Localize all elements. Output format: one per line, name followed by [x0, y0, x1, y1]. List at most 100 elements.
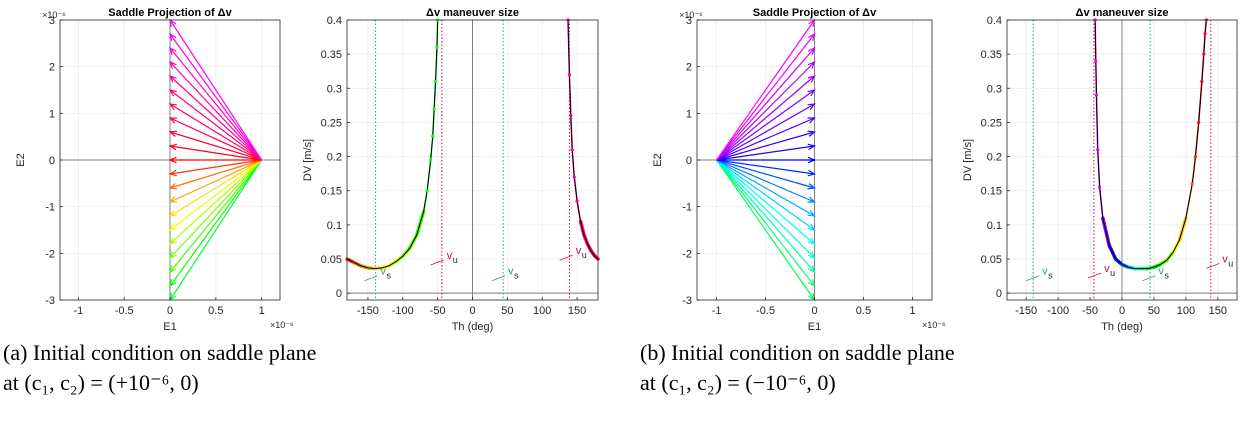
quiver-arrowhead [807, 210, 816, 217]
y-tick-label: 0.25 [981, 117, 1002, 129]
quiver-arrow [716, 89, 815, 161]
annotation-arrow [1087, 272, 1102, 279]
quiver-arrowhead [807, 103, 816, 110]
quiver-arrow [716, 33, 815, 161]
quiver-arrow [169, 159, 262, 217]
quiver-arrow [169, 159, 262, 203]
y-tick-label: 0.05 [981, 254, 1002, 266]
caption-a: (a) Initial condition on saddle plane at… [3, 338, 316, 398]
dv-curve [346, 19, 439, 270]
y-tick-label: 0.1 [987, 220, 1002, 232]
caption-a-line2: at (c₁, c₂) = (+10⁻⁶, 0) [3, 370, 199, 395]
quiver-arrowhead [168, 130, 178, 137]
chart-title: Saddle Projection of Δv [108, 7, 232, 19]
annotation-subscript: s [386, 271, 391, 281]
dv-point [1202, 52, 1206, 56]
quiver-arrow [169, 159, 262, 175]
annotation-label: v [1158, 266, 1164, 278]
quiver-arrowhead [807, 130, 816, 137]
y-tick-label: 0.3 [987, 83, 1002, 95]
x-tick-label: 150 [1209, 305, 1227, 317]
dv-point [1096, 148, 1100, 152]
annotation-label: v [447, 250, 453, 262]
x-tick-label: 100 [533, 305, 551, 317]
y-axis-label: DV [m/s] [962, 139, 974, 181]
dv-point [1193, 154, 1198, 159]
x-exponent-label: ×10⁻⁶ [922, 320, 946, 330]
y-axis-label: E2 [652, 153, 664, 166]
y-tick-label: 0 [996, 288, 1002, 300]
quiver-arrowhead [168, 117, 178, 124]
quiver-arrowhead [169, 46, 177, 55]
quiver-arrow [716, 159, 815, 273]
quiver-arrow [169, 159, 263, 287]
annotation-arrow [1025, 275, 1040, 282]
annotation-arrow [1206, 263, 1220, 269]
chart-title: Δv maneuver size [1076, 7, 1169, 19]
x-tick-label: 1 [259, 305, 265, 317]
x-tick-label: -50 [1082, 305, 1098, 317]
quiver-arrow [169, 33, 263, 161]
y-tick-label: -1 [682, 202, 692, 214]
x-axis-label: E1 [808, 321, 821, 333]
annotation-subscript: s [1164, 271, 1169, 281]
quiver-arrowhead [807, 46, 816, 55]
y-exponent-label: ×10⁻⁶ [679, 10, 703, 20]
y-tick-label: 1 [49, 108, 55, 120]
dv-point [431, 134, 435, 138]
quiver-arrow [169, 159, 262, 189]
quiver-arrowhead [168, 251, 177, 260]
quiver-arrowhead [807, 74, 816, 83]
x-axis-label: Th (deg) [452, 321, 494, 333]
quiver-arrow [169, 159, 263, 259]
annotation-subscript: u [582, 250, 587, 260]
quiver-arrowhead [168, 223, 177, 231]
quiver-arrowhead [807, 223, 816, 231]
y-tick-label: 1 [686, 108, 692, 120]
y-tick-label: 0.05 [321, 254, 342, 266]
annotation-label: v [508, 266, 514, 278]
dv-point [1190, 182, 1194, 186]
chart-title: Saddle Projection of Δv [753, 7, 877, 19]
quiver-arrow [169, 145, 262, 161]
quiver-arrow [716, 131, 815, 161]
quiver-arrowhead [169, 265, 177, 274]
caption-a-line1: (a) Initial condition on saddle plane [3, 340, 317, 365]
dv-point [432, 107, 436, 111]
annotation-subscript: u [1228, 258, 1233, 268]
y-tick-label: -1 [45, 202, 55, 214]
quiver-arrow [716, 159, 815, 175]
dv-curve [1094, 19, 1207, 270]
quiver-arrow [716, 61, 815, 161]
dv-point [425, 189, 429, 193]
x-axis-label: Th (deg) [1101, 321, 1143, 333]
annotation-label: v [380, 266, 386, 278]
quiver-arrow [169, 131, 262, 161]
quiver-arrowhead [168, 156, 177, 164]
quiver-arrowhead [168, 89, 177, 97]
x-tick-label: -1 [712, 305, 722, 317]
quiver-arrow [169, 117, 262, 161]
quiver-arrow [716, 159, 815, 231]
y-tick-label: 0.2 [987, 152, 1002, 164]
quiver-arrowhead [168, 209, 178, 217]
x-tick-label: 150 [568, 305, 586, 317]
y-tick-label: 2 [49, 62, 55, 74]
quiver-arrow [169, 159, 263, 273]
dv-point [1203, 32, 1207, 36]
quiver-arrowhead [168, 183, 178, 190]
chart-title: Δv maneuver size [426, 7, 519, 19]
quiver-arrowhead [168, 143, 177, 151]
dv-point [1094, 93, 1099, 97]
y-tick-label: 0.2 [327, 152, 342, 164]
quiver-arrow [716, 159, 815, 259]
annotation-arrow [364, 275, 378, 282]
annotation-label: v [1104, 263, 1110, 275]
y-tick-label: 0.4 [987, 15, 1002, 27]
quiver-arrow [716, 145, 815, 161]
x-tick-label: 0 [469, 305, 475, 317]
annotation-subscript: u [1110, 268, 1115, 278]
quiver-arrow [169, 61, 263, 161]
quiver-arrow [716, 159, 815, 203]
